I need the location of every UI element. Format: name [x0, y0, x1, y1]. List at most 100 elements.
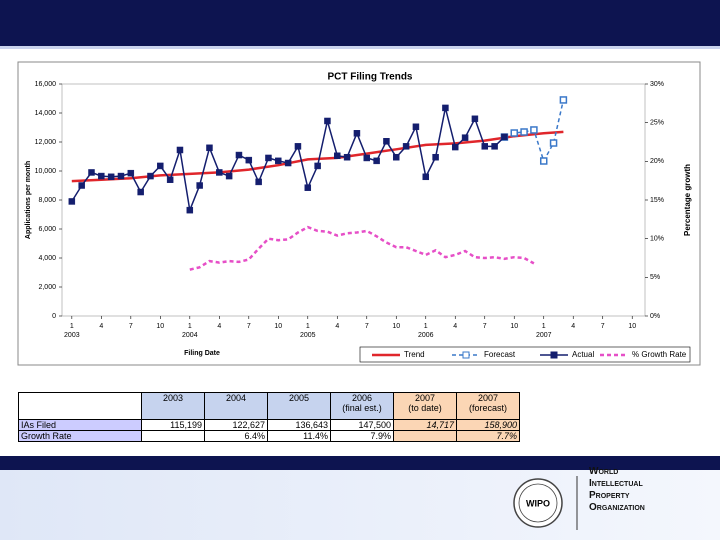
x-year-label: 2006	[418, 332, 434, 339]
legend-label: Trend	[404, 350, 425, 359]
data-point	[383, 138, 390, 145]
footer-panel	[0, 470, 720, 540]
data-point	[275, 157, 282, 165]
column-header: 2007 (to date)	[393, 392, 457, 420]
column-header-line: (final est.)	[342, 403, 382, 413]
chart-title: PCT Filing Trends	[327, 72, 412, 83]
column-header: 2004	[204, 392, 268, 420]
column-header: 2003	[141, 392, 205, 420]
data-point	[373, 157, 380, 165]
table-row: IAs Filed 115,199 122,627 136,643 147,500 14,…	[18, 419, 520, 431]
table-cell: 11.4%	[267, 430, 331, 442]
x-tick-label: 7	[129, 323, 133, 330]
data-point	[334, 152, 341, 160]
header-rule	[0, 46, 720, 49]
data-point	[481, 143, 488, 150]
y2-tick-label: 15%	[650, 197, 664, 204]
x-tick-label: 10	[274, 323, 282, 330]
data-point	[549, 139, 558, 147]
column-header: 2007 (forecast)	[456, 392, 520, 420]
y2-tick-label: 25%	[650, 120, 664, 127]
column-header-line: (forecast)	[468, 403, 507, 413]
y-tick-label: 12,000	[35, 139, 57, 146]
x-tick-label: 1	[188, 323, 192, 330]
table-corner	[18, 392, 142, 420]
data-point	[216, 169, 223, 176]
y-tick-label: 6,000	[38, 226, 56, 233]
row-label: Growth Rate	[18, 430, 142, 442]
y-tick-label: 0	[52, 313, 56, 320]
column-header: 2006 (final est.)	[330, 392, 394, 420]
x-tick-label: 1	[542, 323, 546, 330]
x-tick-label: 7	[365, 323, 369, 330]
column-header-line: 2007	[477, 393, 499, 403]
logo-ring	[518, 483, 558, 523]
table-row: Growth Rate 6.4% 11.4% 7.9% 7.7%	[18, 430, 520, 442]
table-cell	[393, 430, 457, 442]
table-cell: 7.7%	[456, 430, 520, 442]
y-axis-title: Applications per month	[25, 161, 32, 239]
x-tick-label: 10	[510, 323, 518, 330]
data-point	[412, 123, 420, 131]
data-point	[363, 154, 371, 162]
data-point	[324, 117, 331, 125]
logo-mark: WIPO	[526, 498, 550, 508]
data-point	[520, 128, 528, 136]
y-tick-label: 4,000	[38, 255, 56, 262]
x-tick-label: 10	[156, 323, 164, 330]
data-point	[245, 156, 253, 164]
data-point	[68, 198, 76, 205]
data-point	[539, 157, 548, 165]
data-point	[88, 169, 95, 176]
data-point	[294, 143, 302, 150]
header-band	[0, 0, 720, 46]
logo-emblem	[513, 478, 563, 528]
legend-marker	[550, 351, 558, 359]
table-cell: 7.9%	[330, 430, 394, 442]
data-point	[501, 133, 508, 141]
x-year-label: 2007	[536, 332, 552, 339]
column-header-line: 2007	[414, 393, 436, 403]
data-point	[402, 143, 410, 150]
data-point	[442, 104, 449, 112]
data-point	[432, 153, 439, 161]
data-point	[304, 184, 312, 191]
data-point	[235, 151, 243, 159]
x-tick-label: 7	[483, 323, 487, 330]
data-point	[107, 173, 115, 181]
data-point	[78, 182, 85, 189]
table-header-row: 2003 2004 2005 2006 (final est.) 2007 (to date…	[18, 392, 520, 420]
data-point	[284, 159, 292, 167]
data-point	[157, 162, 164, 170]
data-point	[98, 172, 105, 180]
data-point	[176, 146, 184, 154]
data-table: 2003 2004 2005 2006 (final est.) 2007 (to date…	[18, 392, 520, 442]
x-year-label: 2004	[182, 332, 198, 339]
data-point	[461, 134, 469, 141]
legend	[359, 346, 691, 363]
logo-line: Organization	[589, 502, 645, 513]
data-point	[225, 172, 233, 180]
x-tick-label: 4	[335, 323, 339, 330]
data-point	[166, 176, 174, 183]
column-header: 2005	[267, 392, 331, 420]
x-year-label: 2005	[300, 332, 316, 339]
legend-label: Actual	[572, 350, 594, 359]
y2-tick-label: 5%	[650, 274, 660, 281]
x-tick-label: 4	[453, 323, 457, 330]
x-tick-label: 1	[70, 323, 74, 330]
table-cell: 147,500	[330, 419, 394, 431]
table-cell	[141, 430, 205, 442]
data-point	[491, 143, 498, 150]
y2-tick-label: 10%	[650, 236, 664, 243]
column-header-line: (to date)	[408, 403, 442, 413]
series-line	[189, 225, 535, 271]
data-point	[393, 153, 400, 161]
data-point	[186, 206, 194, 214]
table-cell: 14,717	[393, 419, 457, 431]
x-tick-label: 7	[601, 323, 605, 330]
data-point	[452, 143, 459, 151]
data-point	[314, 162, 321, 170]
